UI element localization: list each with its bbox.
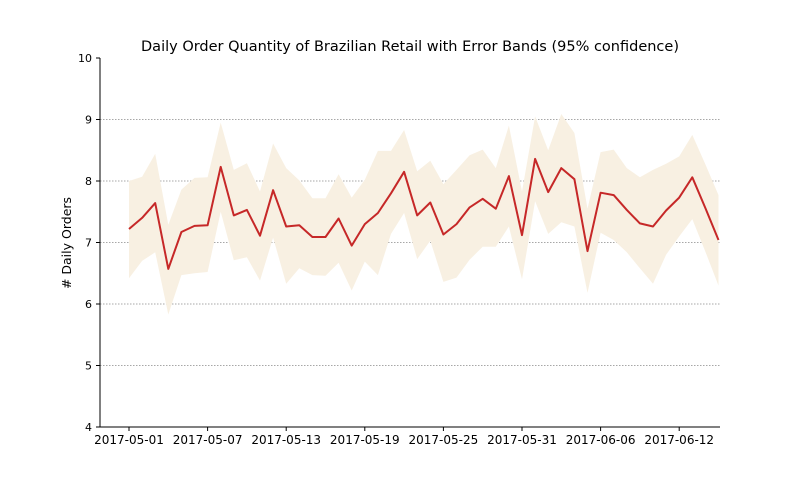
y-tick-label: 7 [85, 237, 92, 250]
y-tick-label: 10 [78, 52, 92, 65]
series-line [128, 157, 720, 270]
y-ticks: 4 5 6 7 8 9 10 [78, 52, 100, 434]
x-tick-label: 2017-05-19 [330, 433, 400, 447]
x-ticks: 2017-05-01 2017-05-07 2017-05-13 2017-05-19… [94, 427, 714, 447]
x-tick-label: 2017-05-31 [487, 433, 557, 447]
y-axis-label: # Daily Orders [59, 197, 74, 289]
confidence-band [129, 114, 719, 315]
x-tick-label: 2017-06-06 [566, 433, 636, 447]
chart-title: Daily Order Quantity of Brazilian Retail… [141, 39, 679, 55]
x-tick-label: 2017-05-01 [94, 433, 164, 447]
y-tick-label: 4 [85, 421, 92, 434]
y-tick-label: 6 [85, 298, 92, 311]
y-tick-label: 5 [85, 360, 92, 373]
x-tick-label: 2017-05-25 [409, 433, 479, 447]
x-tick-label: 2017-05-07 [173, 433, 243, 447]
y-tick-label: 9 [85, 114, 92, 127]
y-tick-label: 8 [85, 175, 92, 188]
x-tick-label: 2017-06-12 [644, 433, 714, 447]
x-tick-label: 2017-05-13 [251, 433, 321, 447]
